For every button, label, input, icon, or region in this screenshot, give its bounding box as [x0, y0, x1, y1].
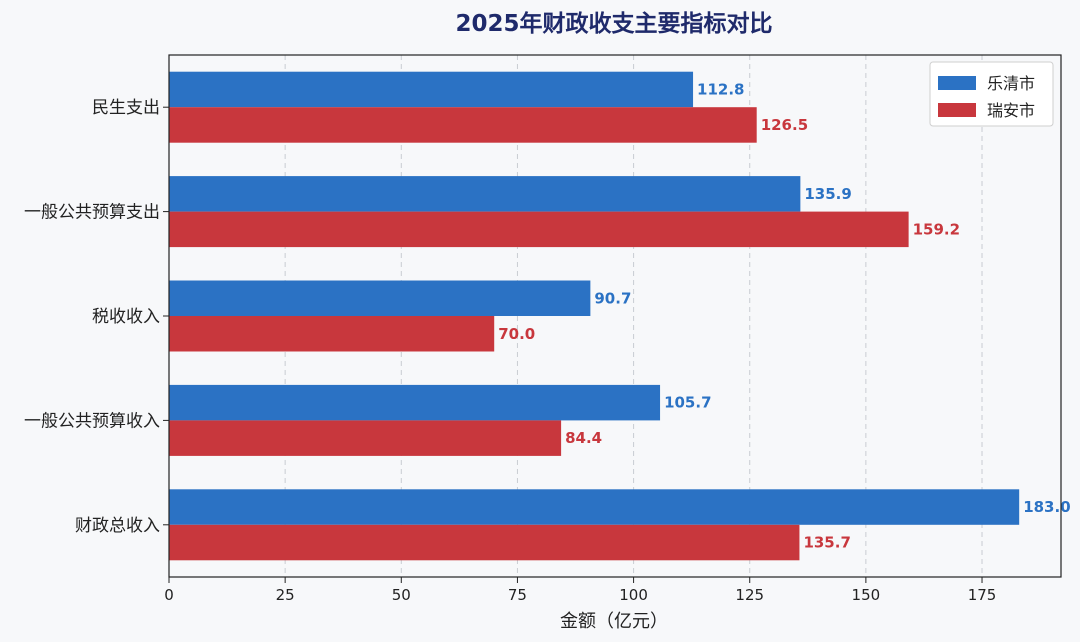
- bar-series-2: [169, 420, 562, 456]
- bar-value-label: 105.7: [664, 394, 711, 412]
- axes-frame: [168, 54, 1062, 578]
- bar-series-2: [169, 524, 800, 561]
- bar-value-label: 183.0: [1023, 498, 1070, 516]
- y-tick-label: 一般公共预算支出: [24, 203, 160, 223]
- legend-label: 乐清市: [987, 74, 1035, 93]
- y-tick-label: 民生支出: [92, 98, 160, 118]
- bar-value-label: 159.2: [913, 220, 960, 238]
- bar-series-1: [169, 384, 661, 421]
- x-tick-label: 0: [164, 586, 174, 604]
- x-tick-label: 25: [276, 586, 295, 604]
- bar-value-label: 84.4: [565, 429, 602, 447]
- y-tick-label: 税收收入: [92, 307, 160, 327]
- bar-series-2: [169, 211, 909, 248]
- bar-series-1: [169, 489, 1020, 525]
- bar-value-label: 90.7: [594, 289, 631, 307]
- bar-series-2: [169, 316, 495, 352]
- y-tick-label: 财政总收入: [75, 516, 160, 536]
- bar-value-label: 135.7: [803, 534, 850, 552]
- bar-value-label: 112.8: [697, 80, 744, 98]
- legend-swatch: [938, 103, 976, 117]
- x-tick-label: 125: [735, 586, 764, 604]
- bar-series-1: [169, 280, 591, 316]
- bar-value-label: 126.5: [761, 116, 808, 134]
- bar-value-label: 70.0: [498, 325, 535, 343]
- x-tick-label: 175: [968, 586, 997, 604]
- legend-label: 瑞安市: [987, 101, 1035, 120]
- legend-swatch: [938, 76, 976, 90]
- x-tick-label: 75: [508, 586, 527, 604]
- x-tick-label: 50: [392, 586, 411, 604]
- bar-series-1: [169, 176, 801, 212]
- x-tick-label: 150: [852, 586, 881, 604]
- x-tick-label: 100: [619, 586, 648, 604]
- plot-area: 183.0 135.7 财政总收入 105.7 84.4 一般公共预算收入 90.7 70.0…: [24, 54, 1071, 604]
- chart-title: 2025年财政收支主要指标对比: [455, 10, 772, 37]
- y-tick-label: 一般公共预算收入: [24, 411, 160, 431]
- bar-value-label: 135.9: [804, 185, 851, 203]
- bar-series-2: [169, 107, 757, 143]
- x-axis-label: 金额（亿元）: [560, 611, 668, 632]
- bar-series-1: [169, 71, 694, 108]
